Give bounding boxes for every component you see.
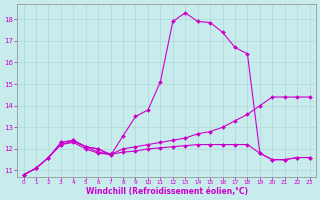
X-axis label: Windchill (Refroidissement éolien,°C): Windchill (Refroidissement éolien,°C) (85, 187, 248, 196)
